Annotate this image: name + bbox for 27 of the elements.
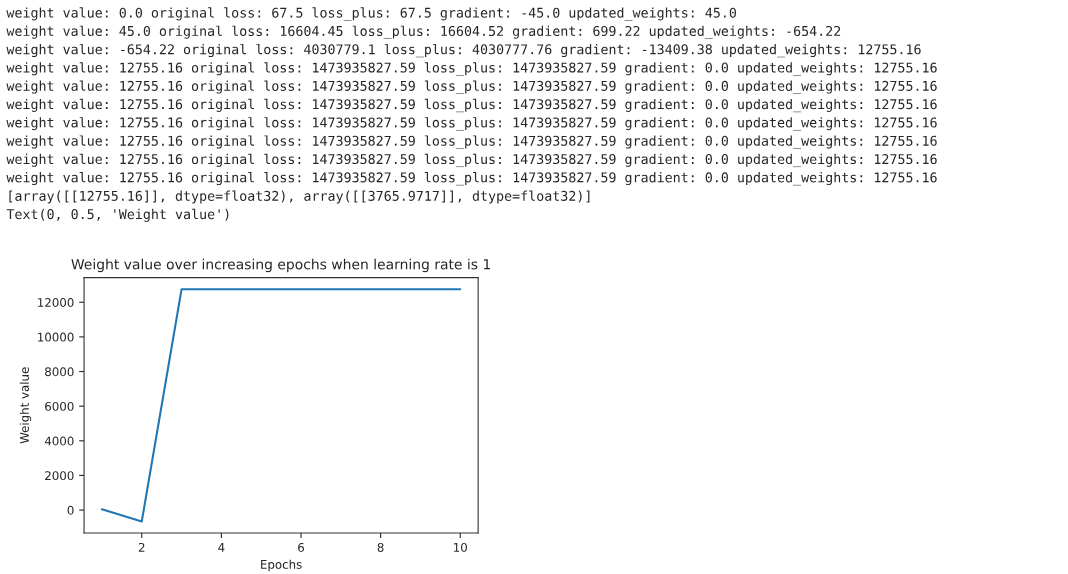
x-tick-label: 6 xyxy=(298,542,305,552)
text: weight value: 0.0 original loss: 67.5 loss_plus: 67.5 gradient: -45.0 updated_weights: 45.0 xyxy=(6,7,737,21)
text: weight value: -654.22 original loss: 4030779.1 loss_plus: 4030777.76 gradient: -13409.38 updated_weights: 12755.16 xyxy=(6,43,921,58)
text: [array([[12755.16]], dtype=float32), array([[3765.9717]], dtype=float32)] xyxy=(9,190,590,204)
x-tick-label: 10 xyxy=(454,542,467,552)
y-tick-label: 12000 xyxy=(38,297,74,307)
text: weight value: 12755.16 original loss: 1473935827.59 loss_plus: 1473935827.59 gradient: 0.0 updated_weights: 12755.16 xyxy=(6,117,937,131)
x-tick-label: 4 xyxy=(218,543,225,552)
text: Text(0, 0.5, 'Weight value') xyxy=(6,208,229,222)
x-tick-label: 2 xyxy=(138,542,145,552)
y-tick-label: 0 xyxy=(67,505,74,515)
text: weight value: 12755.16 original loss: 1473935827.59 loss_plus: 1473935827.59 gradient: 0.0 updated_weights: 12755.16 xyxy=(6,135,937,149)
text: weight value: 12755.16 original loss: 1473935827.59 loss_plus: 1473935827.59 gradient: 0.0 updated_weights: 12755.16 xyxy=(6,80,937,94)
x-tick-label: 8 xyxy=(377,542,384,552)
y-axis-title: Weight value xyxy=(19,367,32,444)
text: weight value: 12755.16 original loss: 1473935827.59 loss_plus: 1473935827.59 gradient: 0.0 updated_weights: 12755.16 xyxy=(6,98,937,113)
chart-title: Weight value over increasing epochs when learning rate is 1 xyxy=(71,258,490,273)
y-tick-label: 6000 xyxy=(45,401,74,411)
y-tick-label: 2000 xyxy=(45,471,74,481)
text: weight value: 12755.16 original loss: 1473935827.59 loss_plus: 1473935827.59 gradient: 0.0 updated_weights: 12755.16 xyxy=(6,172,937,186)
text: weight value: 12755.16 original loss: 1473935827.59 loss_plus: 1473935827.59 gradient: 0.0 updated_weights: 12755.16 xyxy=(6,62,937,76)
y-tick-label: 4000 xyxy=(44,436,74,446)
x-axis-title: Epochs xyxy=(261,559,302,572)
y-tick-label: 10000 xyxy=(38,332,74,342)
text: weight value: 45.0 original loss: 16604.45 loss_plus: 16604.52 gradient: 699.22 updated_weights: -654.22 xyxy=(6,25,841,39)
y-tick-label: 8000 xyxy=(45,367,74,377)
text: weight value: 12755.16 original loss: 1473935827.59 loss_plus: 1473935827.59 gradient: 0.0 updated_weights: 12755.16 xyxy=(6,153,937,168)
